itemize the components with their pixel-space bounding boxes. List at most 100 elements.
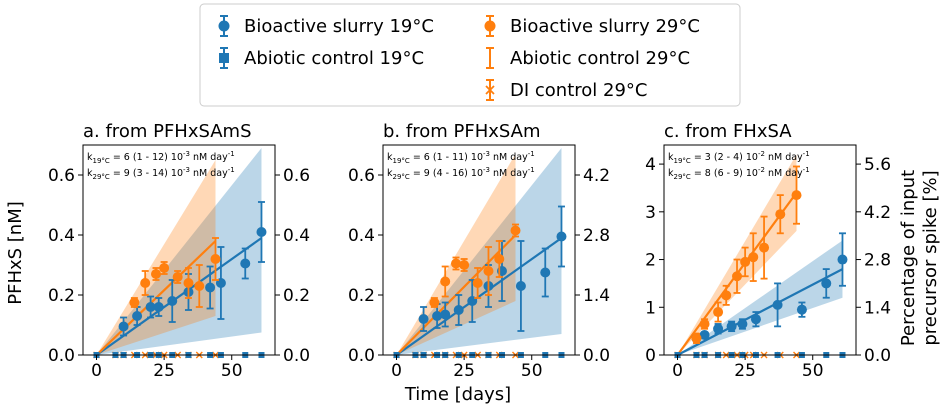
rate-text-part: nM day [490, 152, 528, 163]
x-tick-label: 50 [221, 361, 243, 381]
data-point [515, 281, 526, 291]
plot-frame [382, 144, 576, 356]
y-tick-label-left: 0 [645, 346, 656, 366]
rate-text-part: nM day [190, 168, 228, 179]
data-point [167, 296, 178, 306]
data-point [418, 314, 429, 324]
x-tick-label: 25 [153, 361, 175, 381]
data-point [194, 281, 205, 291]
y-tick-label-right: 4.2 [583, 166, 610, 186]
data-point [151, 269, 162, 279]
data-point [775, 209, 786, 220]
rate-text-part: -3 [483, 166, 490, 174]
confidence-band [396, 154, 516, 355]
data-point [726, 321, 737, 332]
data-point [432, 311, 443, 321]
y-tick-label-left: 0.2 [48, 286, 75, 306]
y-axis-label-right-line1: Percentage of input [898, 170, 919, 346]
x-tick-label: 50 [802, 361, 824, 381]
y-tick-label-right: 0.4 [283, 226, 310, 246]
x-tick-label: 0 [672, 361, 683, 381]
confidence-band [96, 160, 216, 355]
y-tick-label-right: 0.0 [864, 346, 891, 366]
rate-text-part: -3 [183, 166, 190, 174]
data-point [494, 254, 505, 264]
rate-text-part: -1 [528, 150, 535, 158]
legend-item: Abiotic control 19°C [219, 47, 424, 69]
data-point [837, 254, 848, 265]
rate-text-part: -1 [228, 150, 235, 158]
rate-text-part: 29°C [93, 173, 110, 181]
data-point [240, 258, 251, 269]
data-point [699, 329, 710, 340]
x-tick-label: 50 [521, 361, 543, 381]
rate-text-part: nM day [190, 152, 228, 163]
data-point [483, 266, 494, 276]
y-tick-label-left: 3 [645, 203, 656, 223]
x-tick-label: 25 [453, 361, 475, 381]
data-point [451, 258, 462, 269]
legend-item: Abiotic control 29°C [486, 47, 690, 69]
y-tick-label-left: 2 [645, 251, 656, 271]
y-tick-label-right: 0.6 [283, 166, 310, 186]
y-tick-label-left: 0.6 [48, 166, 75, 186]
rate-text-part: 29°C [393, 173, 410, 181]
data-point [796, 304, 807, 315]
rate-text-part: k [387, 168, 393, 179]
chart-panel: c. from FHxSA 0 25 50 0 0.0 1 1.4 2 2.8 3 4.2 4 5.6 k1… [645, 121, 891, 381]
data-point [759, 242, 770, 253]
rate-text-part: -3 [183, 150, 190, 158]
legend-item: Bioactive slurry 19°C [218, 15, 434, 37]
rate-text-part: k [87, 152, 93, 163]
legend-marker-circle [218, 20, 230, 32]
rate-constant-29c: k29°C = 8 (6 - 9) 10-2 nM day-1 [668, 166, 810, 181]
legend-item: Bioactive slurry 29°C [484, 15, 700, 37]
data-point [748, 252, 759, 263]
rate-text-part: nM day [765, 168, 803, 179]
data-point [699, 318, 710, 329]
data-point [210, 254, 221, 264]
rate-text-part: -2 [758, 150, 765, 158]
legend-label: Abiotic control 29°C [510, 48, 690, 69]
panel-title: c. from FHxSA [664, 121, 792, 142]
data-point [740, 256, 751, 267]
data-point [140, 278, 151, 288]
y-tick-label-right: 5.6 [864, 155, 891, 175]
rate-text-part: -3 [483, 150, 490, 158]
rate-text-part: nM day [765, 152, 803, 163]
data-point [713, 307, 724, 318]
confidence-band [677, 154, 797, 355]
data-point [440, 276, 451, 287]
data-point [472, 278, 483, 288]
data-point [750, 314, 761, 325]
rate-constant-19c: k19°C = 3 (2 - 4) 10-2 nM day-1 [668, 150, 810, 165]
fit-line [677, 268, 843, 356]
rate-text-part: -1 [528, 166, 535, 174]
rate-text-part: -2 [758, 166, 765, 174]
y-tick-label-left: 0.4 [48, 226, 75, 246]
y-tick-label-right: 1.4 [864, 298, 891, 318]
y-tick-label-right: 4.2 [864, 203, 891, 223]
rate-text-part: k [387, 152, 393, 163]
data-point [205, 282, 216, 293]
y-tick-label-right: 0.0 [283, 346, 310, 366]
rate-text-part: k [668, 152, 674, 163]
plot-frame [82, 144, 276, 356]
data-point [159, 263, 170, 273]
legend-label: Abiotic control 19°C [244, 48, 424, 69]
rate-text-part: 19°C [93, 157, 110, 165]
data-point [145, 302, 156, 312]
y-tick-label-left: 0.2 [348, 286, 375, 306]
legend-marker-square [219, 53, 229, 63]
y-tick-label-left: 0.4 [348, 226, 375, 246]
legend-label: Bioactive slurry 29°C [510, 16, 700, 37]
data-point [721, 290, 732, 301]
rate-constant-29c: k29°C = 9 (3 - 14) 10-3 nM day-1 [87, 166, 235, 181]
fit-line [395, 237, 563, 356]
chart-panel: a. from PFHxSAmS 0 25 50 0.0 0.0 0.2 0.2 0.4 0.4 0… [48, 121, 310, 381]
y-tick-label-left: 1 [645, 298, 656, 318]
y-axis-label-right-line2: precursor spike [%] [920, 170, 941, 345]
y-tick-label-right: 0.2 [283, 286, 310, 306]
y-tick-label-right: 0.0 [583, 346, 610, 366]
plot-frame [663, 144, 857, 356]
